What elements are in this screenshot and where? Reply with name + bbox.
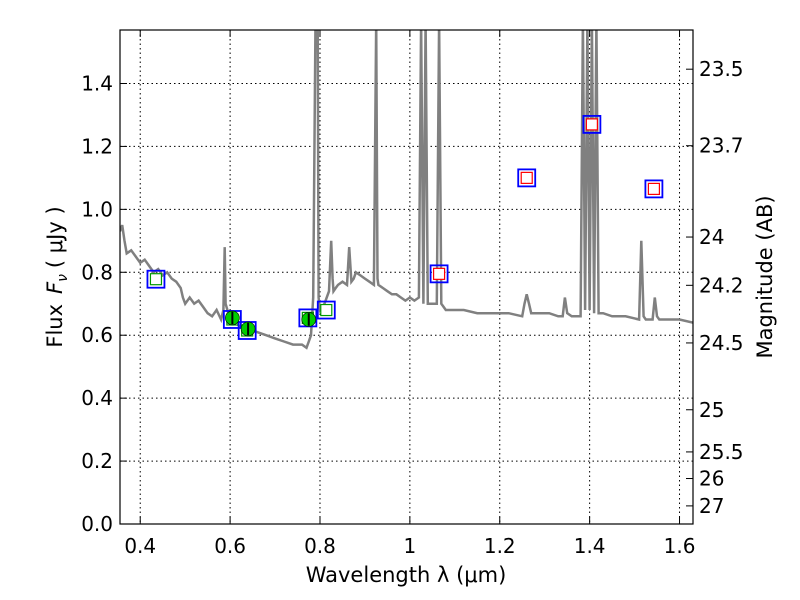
x-tick-label: 0.4: [124, 534, 156, 558]
y-axis-label-units: ( μJy ): [43, 206, 67, 268]
model-box-marker: [316, 300, 336, 320]
plot-frame: [119, 29, 694, 525]
right-axis-label: Magnitude (AB): [753, 195, 777, 358]
model-box-inner: [149, 273, 163, 286]
y-axis-label-symbol: F: [43, 281, 67, 294]
x-axis-ticks: 0.4 0.6 0.8 1 1.2 1.4 1.6: [124, 30, 695, 558]
model-box-marker: [582, 114, 602, 134]
model-box-outer: [316, 300, 336, 320]
y-tick-label: 0.6: [81, 323, 113, 347]
y-tick-label: 1.4: [81, 71, 113, 95]
right-tick-label: 24.2: [699, 273, 744, 297]
right-tick-label: 26: [699, 467, 724, 491]
y-tick-label: 1.0: [81, 197, 113, 221]
right-tick-label: 27: [699, 494, 724, 518]
y-tick-label: 0.2: [81, 449, 113, 473]
right-tick-label: 23.7: [699, 134, 744, 158]
x-axis-label: Wavelength λ (μm): [306, 563, 507, 587]
y-tick-label: 0.8: [81, 260, 113, 284]
right-tick-label: 25: [699, 398, 724, 422]
y-axis-label-prefix: Flux: [43, 304, 67, 348]
model-box-outer: [582, 114, 602, 134]
x-tick-label: 1.2: [484, 534, 516, 558]
grid: [120, 30, 693, 525]
y-tick-label: 0.4: [81, 386, 113, 410]
y-axis-label-subscript: ν: [55, 274, 71, 282]
right-tick-label: 24: [699, 225, 724, 249]
model-box-outer: [517, 168, 537, 188]
x-tick-label: 0.6: [214, 534, 246, 558]
model-box-inner: [647, 182, 661, 195]
model-box-inner: [520, 171, 533, 184]
right-tick-label: 25.5: [699, 440, 744, 464]
y-axis-ticks: 0.0 0.2 0.4 0.6 0.8 1.0 1.2 1.4: [81, 71, 127, 536]
model-box-inner: [432, 267, 446, 280]
model-box-marker: [429, 264, 449, 284]
right-axis-ticks: 23.5 23.7 24 24.2 24.5 25 25.5 26 27: [686, 57, 744, 518]
model-box-outer: [644, 179, 664, 199]
y-tick-label: 0.0: [81, 512, 113, 536]
x-tick-label: 1.6: [664, 534, 696, 558]
x-tick-label: 1: [404, 534, 417, 558]
model-box-marker: [644, 179, 664, 199]
model-box-inner: [585, 118, 598, 131]
model-sed-line: [120, 30, 693, 350]
right-tick-label: 23.5: [699, 57, 744, 81]
model-box-outer: [146, 269, 166, 289]
observed-point: [225, 310, 240, 326]
y-tick-label: 1.2: [81, 134, 113, 158]
model-box-outer: [429, 264, 449, 284]
x-tick-label: 1.4: [574, 534, 606, 558]
right-tick-label: 24.5: [699, 331, 744, 355]
observed-points: [225, 310, 317, 337]
model-box-marker: [517, 168, 537, 188]
y-axis-label: Flux Fν ( μJy ): [43, 206, 71, 347]
model-box-inner: [320, 303, 333, 317]
observed-point: [240, 321, 256, 337]
model-box-marker: [146, 269, 166, 289]
x-tick-label: 0.8: [304, 534, 336, 558]
observed-point: [301, 312, 317, 327]
